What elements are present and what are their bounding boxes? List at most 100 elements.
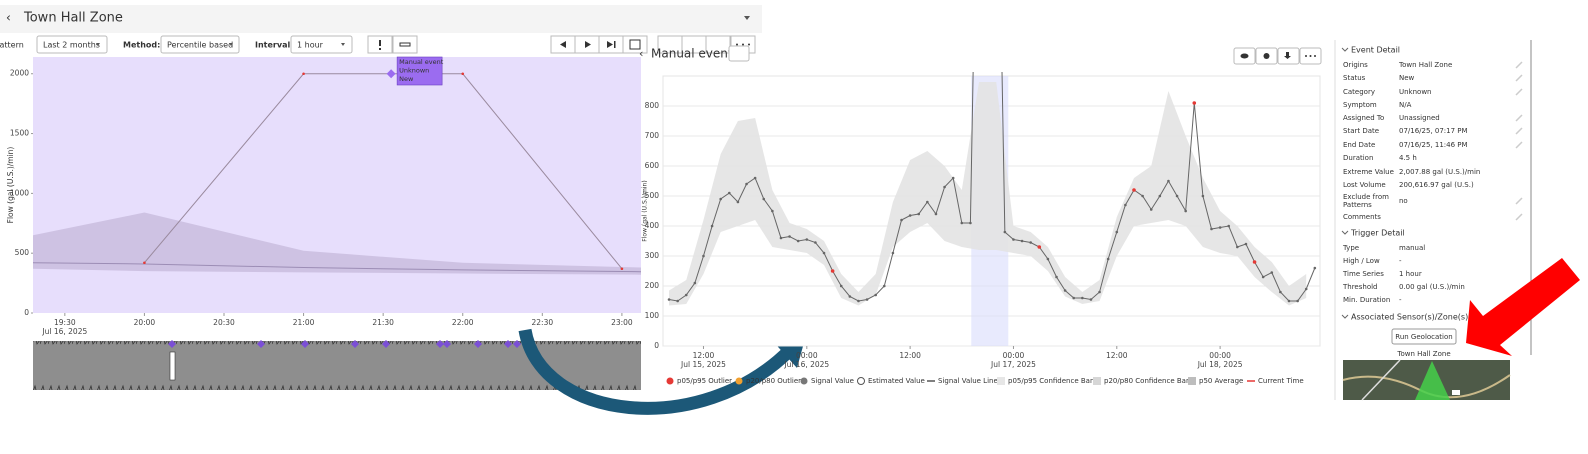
back-button[interactable]: ‹	[639, 47, 643, 60]
zone-name: Town Hall Zone	[1396, 350, 1450, 358]
y-tick-label: 1500	[10, 129, 29, 138]
detail-value: -	[1399, 257, 1402, 265]
section-caret	[1341, 230, 1349, 235]
y-tick-label: 1000	[10, 188, 29, 197]
collapse-caret[interactable]	[744, 16, 750, 20]
data-point	[1304, 287, 1308, 291]
data-point	[745, 182, 748, 186]
data-point	[788, 235, 791, 238]
pattern-select[interactable]	[36, 35, 108, 54]
y-tick-label: 0	[24, 308, 29, 317]
x-tick-label: 00:00	[1209, 351, 1231, 360]
overview-events	[168, 340, 521, 348]
data-point	[702, 254, 705, 258]
download-button[interactable]	[705, 35, 731, 54]
geolocation-button-label: Run Geolocation	[1395, 333, 1452, 341]
event-tooltip	[396, 56, 443, 86]
interval-select[interactable]	[290, 35, 353, 54]
section-title: Trigger Detail	[1350, 229, 1405, 238]
section-caret	[1341, 47, 1349, 52]
compare-button[interactable]	[728, 45, 750, 62]
edit-icon	[1515, 213, 1523, 221]
data-point	[814, 241, 817, 244]
detail-key: Time Series	[1342, 270, 1384, 278]
legend-marker	[1188, 377, 1196, 385]
detail-key: Category	[1343, 88, 1375, 96]
data-point	[1003, 230, 1007, 234]
legend-marker	[997, 377, 1005, 385]
detail-value: 0.00 gal (U.S.)/min	[1399, 283, 1465, 291]
y-tick-label: 400	[645, 221, 660, 230]
legend-label: Current Time	[1258, 377, 1304, 385]
y-axis-label: Flow (gal (U.S.)/min)	[642, 180, 649, 241]
method-select[interactable]	[160, 35, 240, 54]
legend-label: p05/p95 Confidence Band	[1008, 377, 1099, 385]
data-point	[1020, 239, 1024, 243]
data-point	[900, 218, 903, 222]
edit-icon	[1515, 197, 1523, 205]
caret	[229, 43, 233, 46]
data-point	[1141, 194, 1144, 198]
detail-key: Threshold	[1342, 283, 1378, 291]
data-point	[934, 212, 938, 216]
method-label: Method:	[123, 41, 160, 50]
data-point	[736, 200, 740, 204]
data-point	[908, 214, 912, 217]
compare-button[interactable]	[392, 35, 418, 54]
data-point	[857, 299, 860, 303]
edit-icon	[1515, 141, 1523, 149]
data-point	[1279, 290, 1282, 294]
detail-value: no	[1399, 197, 1408, 205]
data-point	[969, 221, 972, 225]
detail-key: Exclude from Patterns	[1343, 193, 1389, 209]
data-point	[839, 284, 843, 288]
data-point	[719, 197, 722, 201]
interval-label: Interval	[255, 41, 290, 50]
data-point	[951, 176, 955, 180]
series-line	[33, 262, 641, 273]
data-point	[771, 209, 774, 213]
detail-key: Symptom	[1343, 101, 1377, 109]
data-point	[762, 197, 766, 201]
calendar-button[interactable]	[622, 35, 648, 54]
data-point	[1236, 245, 1239, 249]
legend-label: p05/p95 Outlier	[677, 377, 732, 385]
confidence-band	[33, 212, 641, 275]
data-point	[848, 295, 852, 298]
data-point	[1252, 260, 1257, 264]
series-line	[144, 73, 623, 270]
edit-icon	[1515, 88, 1523, 96]
overview-window[interactable]	[169, 351, 176, 381]
section-title: Associated Sensor(s)/Zone(s)	[1351, 313, 1468, 322]
y-tick-label: 800	[645, 101, 660, 110]
back-button[interactable]: ‹	[6, 11, 11, 25]
caret	[341, 43, 345, 46]
detail-key: Extreme Value	[1343, 168, 1394, 176]
geolocation-button[interactable]	[1391, 328, 1457, 345]
x-tick-label: 00:00	[1003, 351, 1025, 360]
legend-label: p20/p80 Confidence Band	[1104, 377, 1195, 385]
event-tooltip-text: Unknown	[399, 67, 429, 75]
chart-button-icons	[1240, 52, 1316, 59]
detail-key: Lost Volume	[1343, 181, 1386, 189]
data-point	[891, 251, 895, 255]
plot	[667, 72, 1317, 306]
legend-marker	[857, 377, 865, 385]
toolbar-buttons	[367, 35, 756, 54]
detail-value: 07/16/25, 07:17 PM	[1399, 127, 1468, 135]
x-tick-label: 21:00	[293, 318, 315, 327]
y-tick-label: 600	[645, 161, 660, 170]
data-point	[728, 191, 731, 195]
plot-background	[33, 57, 641, 313]
detail-value: Unknown	[1399, 88, 1432, 96]
data-point	[779, 236, 783, 240]
data-point	[1072, 296, 1076, 300]
edit-icon	[1515, 61, 1523, 69]
section-title: Event Detail	[1351, 46, 1400, 55]
data-point	[302, 72, 305, 76]
y-axis-label: Flow (gal (U.S.)/min)	[6, 147, 15, 224]
x-tick-label: 20:00	[134, 318, 156, 327]
legend-marker	[800, 377, 808, 385]
